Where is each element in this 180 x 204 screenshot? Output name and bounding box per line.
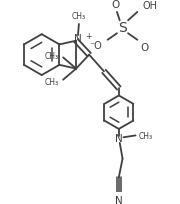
Text: N: N <box>115 195 123 204</box>
Text: CH₃: CH₃ <box>45 52 59 61</box>
Text: CH₃: CH₃ <box>139 131 153 140</box>
Text: +: + <box>85 31 92 40</box>
Text: ⁻O: ⁻O <box>89 41 102 51</box>
Text: N: N <box>74 34 82 44</box>
Text: O: O <box>111 0 119 10</box>
Text: CH₃: CH₃ <box>72 12 86 21</box>
Text: CH₃: CH₃ <box>45 78 59 87</box>
Text: OH: OH <box>143 1 158 11</box>
Text: N: N <box>115 134 123 143</box>
Text: O: O <box>141 43 149 53</box>
Text: S: S <box>118 21 127 35</box>
